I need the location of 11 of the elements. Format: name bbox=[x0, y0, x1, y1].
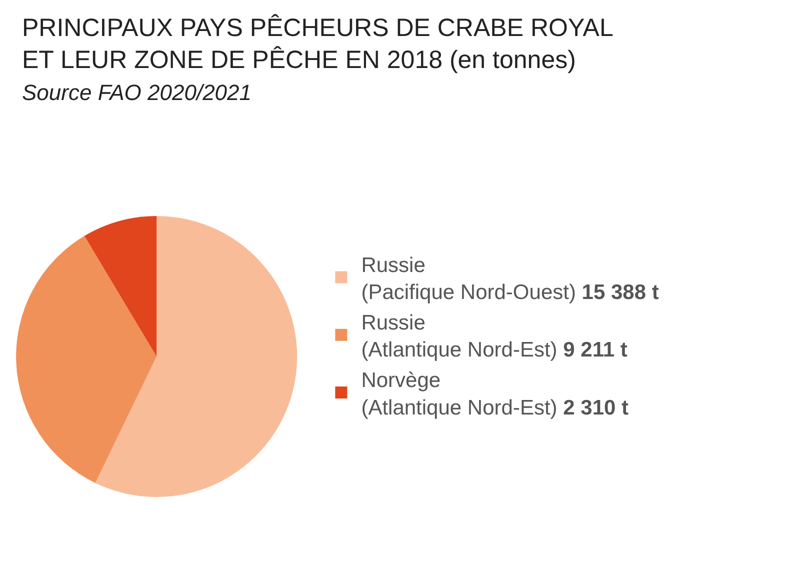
data-label: 9 211 t bbox=[563, 338, 628, 362]
data-label: 15 388 t bbox=[582, 281, 659, 304]
legend-label: Russie (Pacifique Nord-Ouest) bbox=[361, 254, 576, 304]
chart-title: PRINCIPAUX PAYS PÊCHEURS DE CRABE ROYAL ET LEUR ZONE DE PÊCHE EN 2018 (en tonnes) bbox=[22, 13, 614, 76]
data-label: 2 310 t bbox=[563, 396, 629, 420]
pie-slice bbox=[84, 216, 157, 356]
legend-label: Norvège (Atlantique Nord-Est) bbox=[361, 369, 558, 420]
legend-label: Russie (Atlantique Nord-Est) bbox=[361, 311, 558, 362]
pie-slice bbox=[95, 216, 298, 497]
pie-slice bbox=[16, 236, 157, 483]
chart-subtitle: Source FAO 2020/2021 bbox=[22, 80, 252, 106]
